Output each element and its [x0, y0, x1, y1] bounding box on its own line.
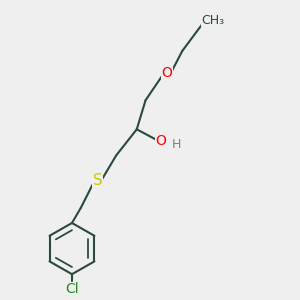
Text: Cl: Cl — [65, 282, 79, 296]
Text: H: H — [172, 138, 181, 151]
Text: O: O — [161, 66, 172, 80]
Text: O: O — [155, 134, 166, 148]
Text: S: S — [93, 173, 103, 188]
Text: CH₃: CH₃ — [202, 14, 225, 27]
